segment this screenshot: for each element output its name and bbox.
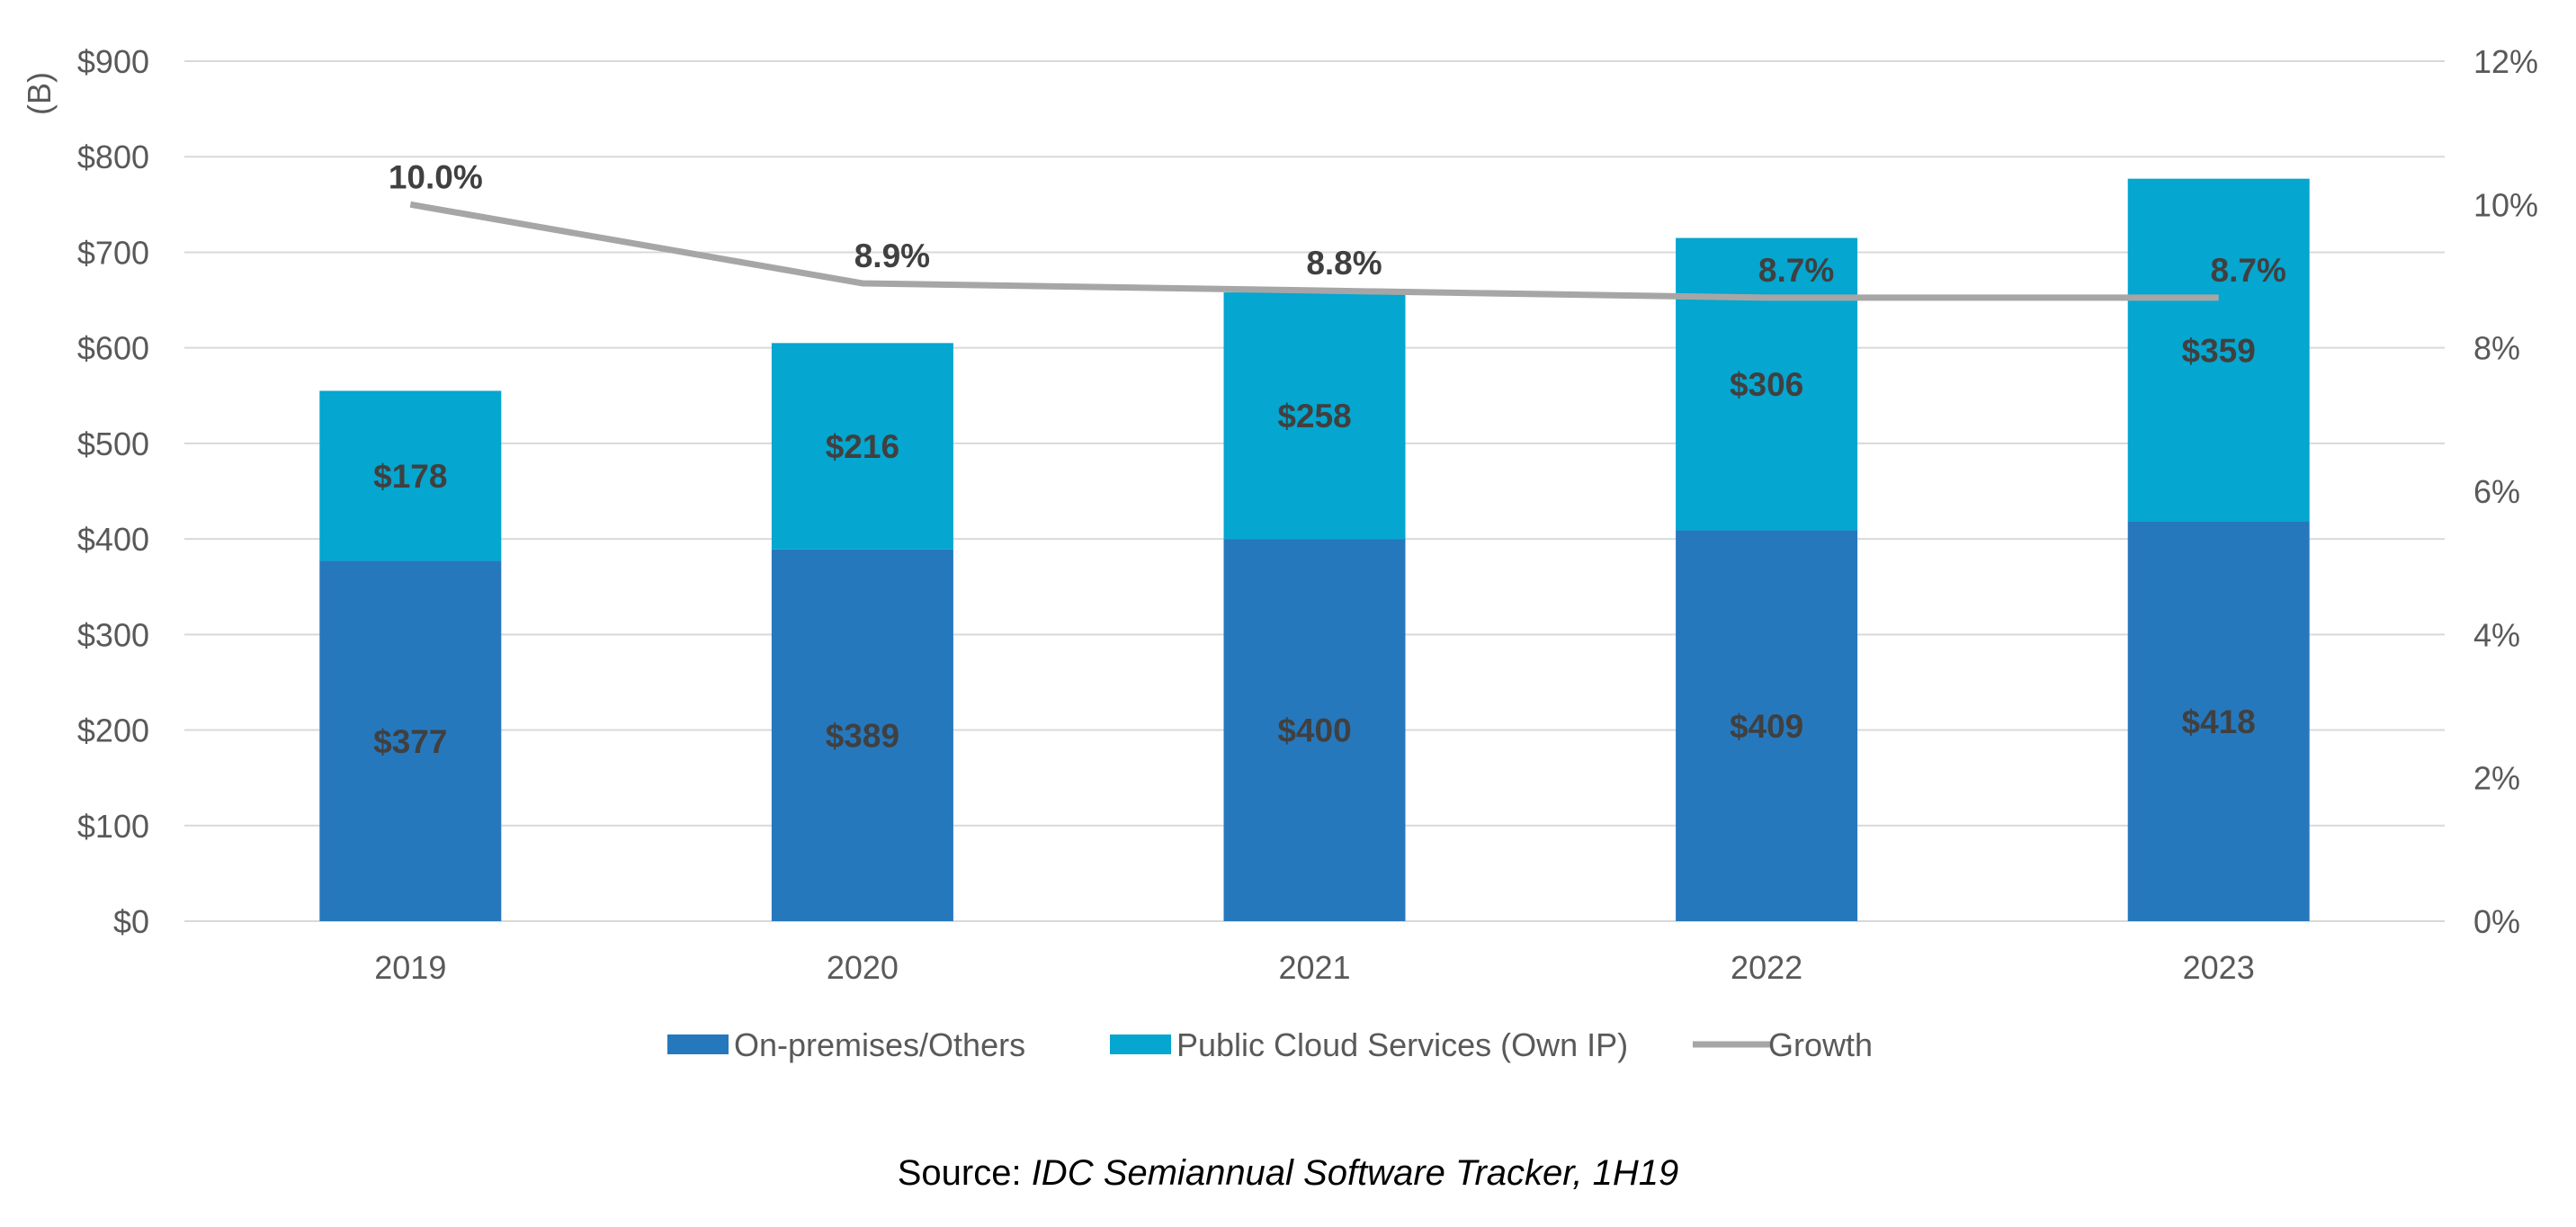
y-tick-label: $100 bbox=[77, 808, 149, 845]
bar-value-label: $359 bbox=[2182, 332, 2256, 369]
y2-axis-ticks: 0% 2% 4% 6% 8% 10% 12% bbox=[2473, 43, 2538, 940]
bar-segment bbox=[1676, 237, 1858, 531]
legend-label: Public Cloud Services (Own IP) bbox=[1176, 1026, 1628, 1063]
y-axis-title: (B) bbox=[21, 72, 58, 115]
y2-tick-label: 4% bbox=[2473, 616, 2520, 653]
bar-value-label: $400 bbox=[1277, 712, 1351, 749]
growth-line bbox=[409, 201, 2219, 301]
legend-swatch bbox=[1110, 1034, 1171, 1054]
bar-segment bbox=[319, 390, 502, 561]
legend-swatch bbox=[667, 1034, 729, 1054]
y2-tick-label: 10% bbox=[2473, 186, 2538, 223]
bars bbox=[319, 178, 2310, 921]
bar-segment bbox=[1223, 292, 1406, 540]
y-tick-label: $600 bbox=[77, 330, 149, 367]
growth-label: 8.7% bbox=[1758, 252, 1834, 289]
x-tick-label: 2022 bbox=[1731, 949, 1802, 986]
bar-value-label: $258 bbox=[1277, 398, 1351, 434]
y-tick-label: $300 bbox=[77, 616, 149, 653]
bar-value-label: $178 bbox=[373, 458, 447, 495]
x-tick-label: 2023 bbox=[2183, 949, 2255, 986]
bar-segment bbox=[319, 560, 502, 921]
bar-segment bbox=[771, 343, 953, 550]
legend-label: Growth bbox=[1768, 1026, 1873, 1063]
growth-label: 8.7% bbox=[2211, 252, 2286, 289]
bar-segment bbox=[1223, 539, 1406, 921]
y-tick-label: $900 bbox=[77, 43, 149, 80]
y2-tick-label: 2% bbox=[2473, 760, 2520, 797]
y-tick-label: $400 bbox=[77, 521, 149, 558]
y-tick-label: $500 bbox=[77, 425, 149, 462]
y-tick-label: $0 bbox=[113, 903, 149, 940]
bar-value-label: $306 bbox=[1730, 366, 1803, 403]
y-axis-ticks: $0 $100 $200 $300 $400 $500 $600 $700 $800 $900 bbox=[77, 43, 149, 940]
bar-segment bbox=[1676, 530, 1858, 921]
x-tick-label: 2020 bbox=[827, 949, 899, 986]
bar-value-label: $389 bbox=[826, 717, 899, 754]
source-caption: Source: IDC Semiannual Software Tracker,… bbox=[0, 1153, 2576, 1194]
source-name: IDC Semiannual Software Tracker, 1H19 bbox=[1031, 1153, 1679, 1193]
bar-segment bbox=[2127, 521, 2310, 921]
x-axis-categories: 2019 2020 2021 2022 2023 bbox=[374, 949, 2254, 986]
x-tick-label: 2019 bbox=[374, 949, 446, 986]
bar-value-label: $216 bbox=[826, 428, 899, 465]
y-tick-label: $700 bbox=[77, 234, 149, 271]
growth-label: 10.0% bbox=[389, 158, 483, 195]
source-prefix: Source: bbox=[897, 1153, 1032, 1193]
growth-line-group: 10.0% 8.9% 8.8% 8.7% 8.7% bbox=[389, 158, 2286, 301]
growth-label: 8.9% bbox=[854, 237, 930, 274]
y-tick-label: $200 bbox=[77, 712, 149, 749]
y2-tick-label: 0% bbox=[2473, 903, 2520, 940]
bar-labels: $377 $178 $389 $216 $400 $258 $409 $306 $418 $359 bbox=[373, 332, 2256, 759]
y2-tick-label: 6% bbox=[2473, 473, 2520, 510]
y2-tick-label: 8% bbox=[2473, 330, 2520, 367]
legend-label: On-premises/Others bbox=[734, 1026, 1025, 1063]
bar-value-label: $377 bbox=[373, 723, 447, 760]
bar-value-label: $409 bbox=[1730, 708, 1803, 745]
y-tick-label: $800 bbox=[77, 139, 149, 175]
y2-tick-label: 12% bbox=[2473, 43, 2538, 80]
x-tick-label: 2021 bbox=[1278, 949, 1350, 986]
bar-segment bbox=[771, 549, 953, 921]
bar-segment bbox=[2127, 178, 2310, 522]
growth-label: 8.8% bbox=[1306, 245, 1382, 282]
legend: On-premises/Others Public Cloud Services … bbox=[667, 1026, 1873, 1063]
bar-value-label: $418 bbox=[2182, 703, 2256, 740]
